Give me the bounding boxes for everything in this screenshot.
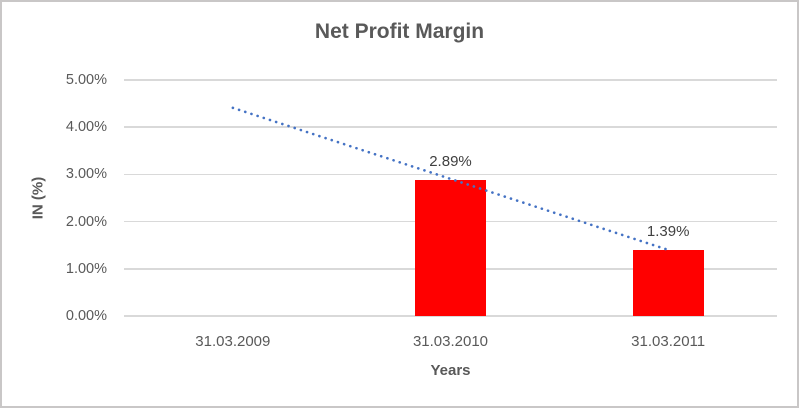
y-tick-label: 1.00% bbox=[65, 260, 107, 277]
y-tick-label: 3.00% bbox=[65, 166, 107, 183]
bar bbox=[632, 250, 704, 316]
y-tick-label: 0.00% bbox=[65, 308, 107, 324]
y-gridline bbox=[124, 126, 777, 128]
y-gridline bbox=[124, 173, 777, 176]
y-gridline bbox=[124, 315, 777, 317]
x-category-label: 31.03.2011 bbox=[631, 333, 706, 350]
y-tick-label: 5.00% bbox=[65, 72, 107, 88]
y-tick-label: 2.00% bbox=[65, 213, 107, 230]
x-axis-title: Years bbox=[430, 362, 471, 379]
chart-title: Net Profit Margin bbox=[314, 20, 485, 43]
bar-data-label: 2.89% bbox=[429, 152, 472, 170]
bar bbox=[415, 179, 486, 316]
bar-data-label: 1.39% bbox=[646, 223, 690, 241]
x-category-label: 31.03.2009 bbox=[195, 333, 271, 350]
y-gridline bbox=[124, 79, 777, 81]
y-tick-label: 4.00% bbox=[65, 119, 107, 136]
x-category-label: 31.03.2010 bbox=[412, 333, 489, 350]
